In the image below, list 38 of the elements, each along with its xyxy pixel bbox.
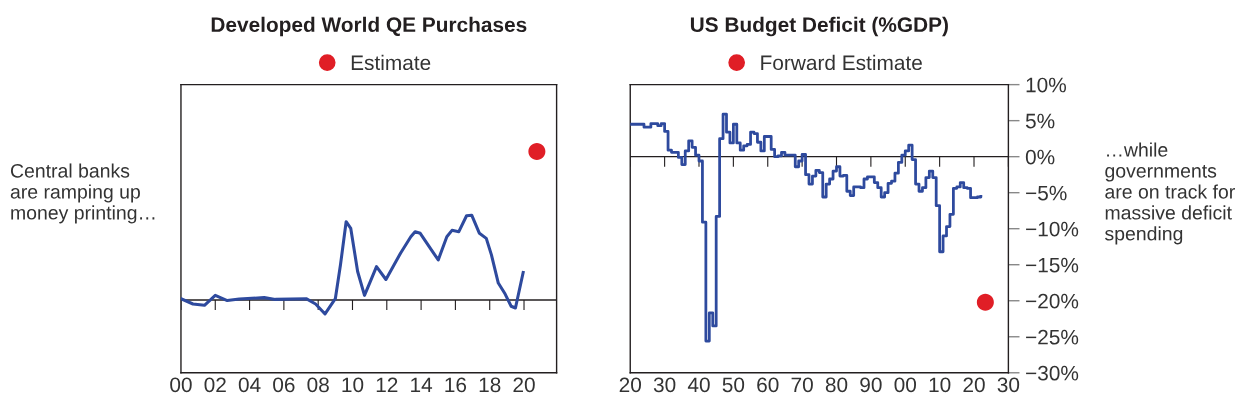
y-tick-label: −5%	[1026, 185, 1067, 201]
x-tick-label: 30	[653, 377, 676, 393]
y-tick-label: −30%	[1026, 365, 1079, 381]
x-tick-label: 06	[273, 377, 295, 393]
y-tick-label: 10%	[1026, 77, 1067, 93]
text: …while governments are on track for massive deficit spending	[1105, 142, 1235, 245]
text: Central banks are ramping up money printing…	[10, 163, 155, 224]
x-tick-label: 14	[411, 377, 433, 393]
x-tick-label: 20	[619, 377, 642, 393]
x-tick-label: 10	[342, 377, 364, 393]
legend-label: Estimate	[351, 54, 431, 71]
y-tick-label: −10%	[1026, 221, 1079, 237]
x-tick-label: 16	[445, 377, 467, 393]
y-tick-label: −15%	[1026, 257, 1079, 273]
x-tick-label: 10	[929, 377, 951, 393]
chart-title: Developed World QE Purchases	[211, 16, 527, 37]
x-tick-label: 00	[894, 377, 917, 393]
x-tick-label: 50	[722, 377, 745, 393]
y-tick-label: −25%	[1026, 329, 1079, 345]
y-tick-label: 5%	[1025, 113, 1055, 129]
x-tick-label: 00	[170, 377, 192, 393]
x-tick-label: 12	[376, 377, 398, 393]
x-tick-label: 60	[757, 377, 779, 393]
x-tick-label: 20	[963, 377, 985, 393]
x-tick-label: 20	[513, 377, 535, 393]
x-tick-label: 04	[238, 377, 261, 393]
x-tick-label: 02	[204, 377, 226, 393]
x-tick-label: 40	[687, 377, 710, 393]
x-tick-label: 90	[860, 377, 882, 393]
y-tick-label: 0%	[1025, 149, 1055, 165]
x-tick-label: 18	[479, 377, 501, 393]
y-tick-label: −20%	[1026, 293, 1079, 309]
x-tick-label: 70	[791, 377, 813, 393]
legend-label: Forward Estimate	[761, 54, 922, 71]
chart-title: US Budget Deficit (%GDP)	[690, 16, 948, 37]
x-tick-label: 80	[825, 377, 848, 393]
x-tick-label: 30	[997, 377, 1020, 393]
x-tick-label: 08	[307, 377, 329, 393]
